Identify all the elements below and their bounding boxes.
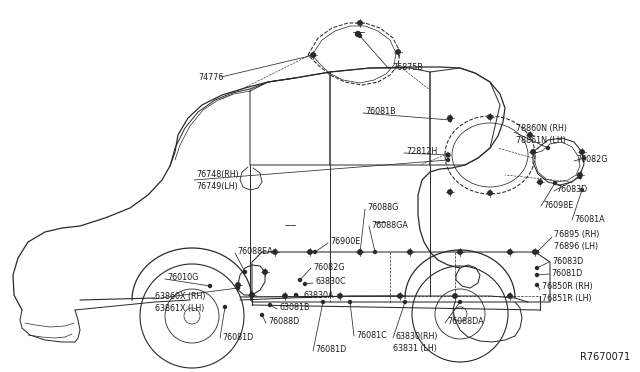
Text: 76900E: 76900E	[330, 237, 360, 247]
Circle shape	[396, 50, 400, 54]
Circle shape	[531, 150, 535, 154]
Circle shape	[580, 150, 584, 154]
Text: 74776: 74776	[198, 73, 224, 81]
Circle shape	[448, 190, 452, 194]
Circle shape	[311, 53, 315, 57]
Text: 76081D: 76081D	[222, 333, 253, 341]
Text: 76851R (LH): 76851R (LH)	[542, 295, 591, 304]
Circle shape	[458, 301, 461, 304]
Text: 76088EA: 76088EA	[237, 247, 273, 257]
Circle shape	[243, 270, 246, 273]
Text: 63860X (RH): 63860X (RH)	[155, 292, 205, 301]
Text: 63830A: 63830A	[303, 292, 333, 301]
Text: 76895 (RH): 76895 (RH)	[554, 230, 600, 238]
Circle shape	[449, 119, 451, 122]
Circle shape	[447, 154, 449, 157]
Text: 76081A: 76081A	[574, 215, 605, 224]
Text: 63831 (LH): 63831 (LH)	[393, 344, 437, 353]
Circle shape	[355, 32, 360, 36]
Circle shape	[508, 250, 512, 254]
Circle shape	[447, 158, 449, 161]
Text: 76896 (LH): 76896 (LH)	[554, 241, 598, 250]
Text: 76088DA: 76088DA	[447, 317, 484, 327]
Circle shape	[260, 314, 264, 317]
Circle shape	[358, 35, 362, 38]
Text: 76010G: 76010G	[167, 273, 198, 282]
Circle shape	[580, 189, 584, 192]
Circle shape	[408, 250, 412, 254]
Circle shape	[312, 54, 316, 57]
Circle shape	[236, 283, 240, 287]
Circle shape	[448, 116, 452, 120]
Text: 76083D: 76083D	[552, 257, 583, 266]
Text: 76081C: 76081C	[356, 330, 387, 340]
Circle shape	[294, 294, 298, 296]
Text: 76083D: 76083D	[556, 186, 588, 195]
Text: 76088GA: 76088GA	[371, 221, 408, 230]
Circle shape	[269, 304, 271, 307]
Circle shape	[536, 266, 538, 269]
Circle shape	[528, 133, 532, 137]
Circle shape	[453, 294, 457, 298]
Text: 76748(RH): 76748(RH)	[196, 170, 239, 180]
Text: 63081B: 63081B	[279, 304, 310, 312]
Circle shape	[398, 294, 402, 298]
Text: 72812H: 72812H	[406, 148, 437, 157]
Circle shape	[536, 283, 538, 286]
Text: 78861N (LH): 78861N (LH)	[516, 135, 566, 144]
Circle shape	[250, 293, 254, 297]
Circle shape	[263, 270, 268, 274]
Circle shape	[374, 250, 376, 253]
Circle shape	[303, 282, 307, 285]
Circle shape	[349, 301, 351, 304]
Circle shape	[358, 251, 362, 254]
Text: 63830(RH): 63830(RH)	[395, 333, 438, 341]
Circle shape	[358, 21, 362, 25]
Circle shape	[314, 250, 317, 253]
Text: 76098E: 76098E	[543, 201, 573, 209]
Circle shape	[508, 294, 512, 298]
Circle shape	[536, 273, 538, 276]
Circle shape	[578, 173, 582, 177]
Text: 76082G: 76082G	[313, 263, 344, 272]
Circle shape	[579, 176, 582, 179]
Text: 76082G: 76082G	[576, 155, 607, 164]
Circle shape	[488, 115, 492, 119]
Circle shape	[488, 191, 492, 195]
Circle shape	[321, 301, 324, 304]
Circle shape	[532, 250, 537, 254]
Text: 76081D: 76081D	[315, 346, 346, 355]
Text: R7670071: R7670071	[580, 352, 630, 362]
Circle shape	[308, 250, 312, 254]
Circle shape	[582, 157, 586, 160]
Circle shape	[547, 147, 550, 150]
Circle shape	[446, 153, 450, 157]
Text: 76850R (RH): 76850R (RH)	[542, 282, 593, 292]
Text: 76081B: 76081B	[365, 108, 396, 116]
Circle shape	[223, 305, 227, 308]
Text: 76088D: 76088D	[268, 317, 300, 327]
Circle shape	[338, 294, 342, 298]
Text: 76081D: 76081D	[551, 269, 582, 278]
Text: 76875B: 76875B	[392, 64, 423, 73]
Circle shape	[273, 250, 277, 254]
Text: 63861X (LH): 63861X (LH)	[155, 304, 204, 312]
Circle shape	[283, 294, 287, 298]
Text: 76088G: 76088G	[367, 203, 398, 212]
Text: 78860N (RH): 78860N (RH)	[516, 124, 567, 132]
Circle shape	[209, 285, 211, 288]
Circle shape	[298, 279, 301, 282]
Circle shape	[554, 182, 557, 185]
Circle shape	[403, 301, 406, 304]
Circle shape	[237, 286, 239, 289]
Text: 63830C: 63830C	[315, 278, 346, 286]
Circle shape	[358, 250, 362, 254]
Text: 76749(LH): 76749(LH)	[196, 183, 237, 192]
Circle shape	[458, 250, 462, 254]
Circle shape	[538, 180, 542, 184]
Circle shape	[536, 250, 538, 253]
